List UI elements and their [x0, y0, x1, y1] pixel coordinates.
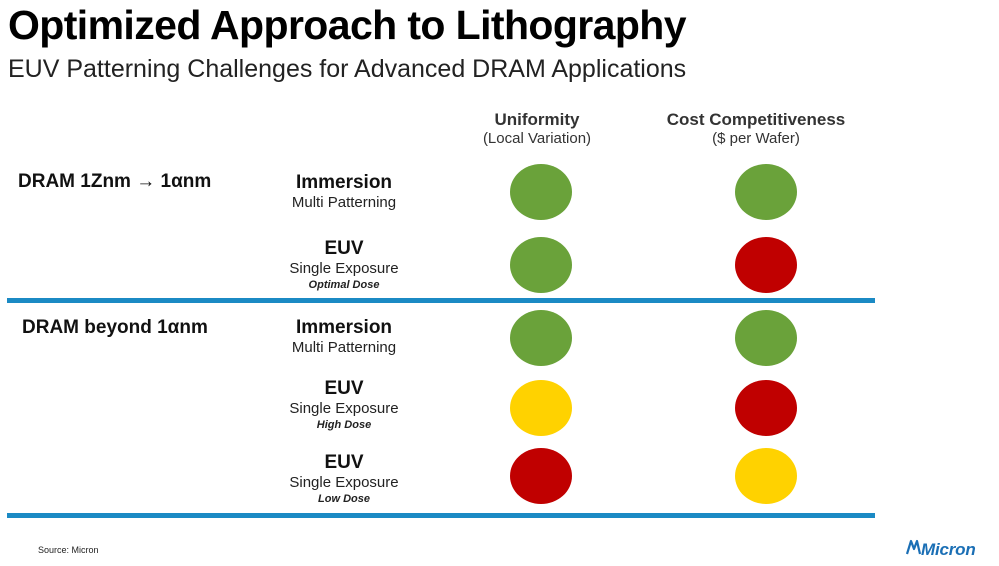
- method-cell: Immersion Multi Patterning: [259, 317, 429, 357]
- column-header-sublabel: (Local Variation): [482, 130, 592, 147]
- method-description: Single Exposure: [289, 474, 399, 491]
- section-divider: [7, 298, 875, 303]
- method-cell: Immersion Multi Patterning: [259, 172, 429, 212]
- section-divider: [7, 513, 875, 518]
- uniformity-status-dot: [510, 310, 572, 366]
- method-description: Single Exposure: [289, 400, 399, 417]
- cost-status-dot: [735, 448, 797, 504]
- cost-status-dot: [735, 310, 797, 366]
- source-note: Source: Micron: [38, 545, 99, 555]
- method-description: Single Exposure: [289, 260, 399, 277]
- column-header-label: Cost Competitiveness: [666, 110, 846, 129]
- slide-subtitle: EUV Patterning Challenges for Advanced D…: [8, 55, 687, 83]
- method-cell: EUV Single Exposure High Dose: [259, 378, 429, 432]
- slide-title: Optimized Approach to Lithography: [8, 2, 687, 48]
- method-name: Immersion: [295, 317, 393, 338]
- method-name: EUV: [324, 238, 364, 259]
- method-description: Multi Patterning: [291, 339, 397, 356]
- column-header-cost: Cost Competitiveness ($ per Wafer): [636, 110, 876, 148]
- column-header-uniformity: Uniformity (Local Variation): [437, 110, 637, 148]
- method-name: Immersion: [295, 172, 393, 193]
- dose-label: Low Dose: [318, 493, 370, 505]
- method-cell: EUV Single Exposure Low Dose: [259, 452, 429, 506]
- column-header-sublabel: ($ per Wafer): [712, 130, 800, 147]
- dose-label: High Dose: [316, 419, 372, 431]
- dose-label: Optimal Dose: [308, 279, 380, 291]
- cost-status-dot: [735, 380, 797, 436]
- method-name: EUV: [324, 378, 364, 399]
- uniformity-status-dot: [510, 164, 572, 220]
- uniformity-status-dot: [510, 237, 572, 293]
- micron-mark-icon: [905, 538, 922, 561]
- cost-status-dot: [735, 237, 797, 293]
- method-name: EUV: [324, 452, 364, 473]
- cost-status-dot: [735, 164, 797, 220]
- method-description: Multi Patterning: [291, 194, 397, 211]
- column-header-label: Uniformity: [494, 110, 580, 129]
- company-logo: Micron: [905, 538, 976, 564]
- logo-text: Micron: [921, 539, 976, 559]
- group-label-dram-beyond: DRAM beyond 1αnm: [22, 317, 208, 338]
- group-label-dram-1znm: DRAM 1Znm → 1αnm: [18, 171, 212, 192]
- method-cell: EUV Single Exposure Optimal Dose: [259, 238, 429, 292]
- uniformity-status-dot: [510, 380, 572, 436]
- uniformity-status-dot: [510, 448, 572, 504]
